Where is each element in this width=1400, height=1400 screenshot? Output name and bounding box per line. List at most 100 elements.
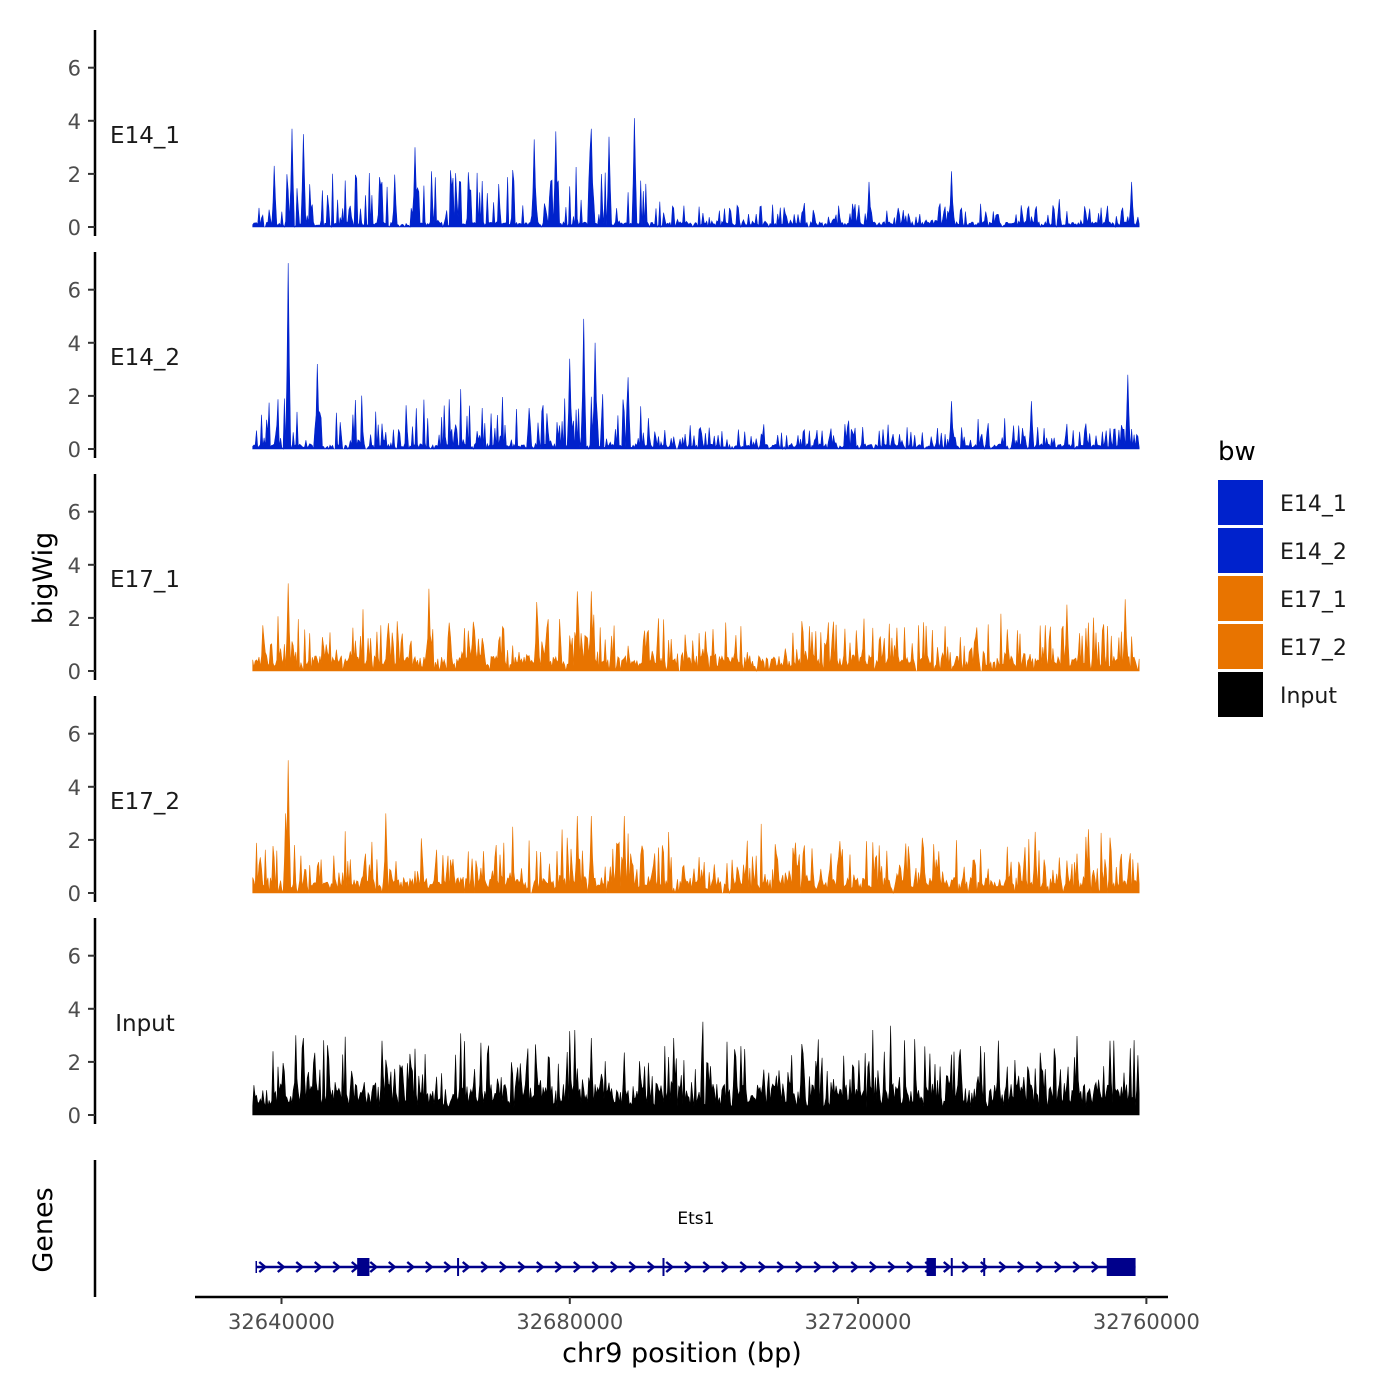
- y-axis-title: bigWig: [28, 532, 59, 625]
- legend-swatch-e14-1: [1218, 480, 1263, 525]
- strand-chevron: [591, 1261, 601, 1273]
- y-tick-label-e14-1-2: 2: [68, 163, 81, 187]
- strand-chevron: [739, 1261, 749, 1273]
- signal-area-e17-2: [252, 760, 1140, 895]
- exon-ets1-2: [926, 1258, 936, 1276]
- y-tick-label-e17-2-0: 0: [68, 882, 81, 906]
- strand-chevron: [757, 1261, 767, 1273]
- y-tick-label-e17-1-2: 2: [68, 607, 81, 631]
- strand-chevron: [517, 1261, 527, 1273]
- legend-title: bw: [1218, 437, 1256, 467]
- x-tick-label-32680000: 32680000: [516, 1310, 623, 1334]
- exon-ets1-1: [357, 1258, 370, 1276]
- y-tick-label-e14-2-0: 0: [68, 438, 81, 462]
- strand-chevron: [1072, 1261, 1082, 1273]
- y-tick-label-e17-2-6: 6: [68, 723, 81, 747]
- strand-chevron: [535, 1261, 545, 1273]
- strand-chevron: [572, 1261, 582, 1273]
- strand-chevron: [295, 1261, 305, 1273]
- strand-chevron: [961, 1261, 971, 1273]
- y-tick-label-input-6: 6: [68, 945, 81, 969]
- track-panel-e17-2: 0 2 4 6 E17_2: [68, 696, 1140, 906]
- strand-chevron: [424, 1261, 434, 1273]
- y-tick-label-e17-2-2: 2: [68, 829, 81, 853]
- legend: bw E14_1 E14_2 E17_1 E17_2 Input: [1218, 437, 1347, 717]
- legend-swatch-e17-1: [1218, 576, 1263, 621]
- y-tick-label-e14-1-4: 4: [68, 110, 81, 134]
- y-tick-label-e14-2-4: 4: [68, 332, 81, 356]
- y-tick-label-e17-1-0: 0: [68, 660, 81, 684]
- strand-chevron: [776, 1261, 786, 1273]
- legend-label-input: Input: [1280, 684, 1337, 709]
- strand-chevron: [1053, 1261, 1063, 1273]
- legend-label-e14-1: E14_1: [1280, 492, 1347, 517]
- signal-area-e17-1: [252, 583, 1140, 673]
- legend-label-e14-2: E14_2: [1280, 540, 1347, 565]
- strand-chevron: [887, 1261, 897, 1273]
- gene-track: Ets1: [93, 1160, 1136, 1297]
- strand-chevron: [313, 1261, 323, 1273]
- strand-chevron: [813, 1261, 823, 1273]
- y-tick-label-e17-1-4: 4: [68, 554, 81, 578]
- strand-chevron: [850, 1261, 860, 1273]
- signal-area-input: [252, 1021, 1140, 1116]
- track-label-e17-2: E17_2: [110, 789, 180, 815]
- strand-chevron: [646, 1261, 656, 1273]
- x-tick-label-32760000: 32760000: [1093, 1310, 1200, 1334]
- strand-chevron: [498, 1261, 508, 1273]
- signal-tracks: 0 2 4 6 E14_1 0 2 4 6 E14_2 0 2 4 6 E17_1 0 2 4 6 E17_2 0 2 4 6…: [68, 30, 1140, 1128]
- strand-chevron: [794, 1261, 804, 1273]
- y-tick-label-e17-1-6: 6: [68, 501, 81, 525]
- track-panel-input: 0 2 4 6 Input: [68, 918, 1140, 1128]
- strand-chevron: [406, 1261, 416, 1273]
- gene-track-title: Genes: [28, 1187, 59, 1272]
- gene-name-ets1: Ets1: [677, 1209, 714, 1229]
- signal-area-e14-1: [252, 118, 1140, 229]
- strand-chevron: [443, 1261, 453, 1273]
- y-tick-label-e14-1-6: 6: [68, 57, 81, 81]
- y-tick-label-e14-2-6: 6: [68, 279, 81, 303]
- strand-chevrons-ets1: [258, 1261, 1119, 1273]
- y-tick-label-e17-2-4: 4: [68, 776, 81, 800]
- strand-chevron: [665, 1261, 675, 1273]
- legend-swatch-e14-2: [1218, 528, 1263, 573]
- strand-chevron: [628, 1261, 638, 1273]
- strand-chevron: [258, 1261, 268, 1273]
- track-panel-e14-1: 0 2 4 6 E14_1: [68, 30, 1140, 240]
- track-panel-e14-2: 0 2 4 6 E14_2: [68, 252, 1140, 462]
- strand-chevron: [276, 1261, 286, 1273]
- strand-chevron: [683, 1261, 693, 1273]
- x-axis: 32640000 32680000 32720000 32760000: [195, 1295, 1200, 1334]
- legend-label-e17-2: E17_2: [1280, 636, 1347, 661]
- strand-chevron: [554, 1261, 564, 1273]
- strand-chevron: [702, 1261, 712, 1273]
- track-panel-e17-1: 0 2 4 6 E17_1: [68, 474, 1140, 684]
- strand-chevron: [609, 1261, 619, 1273]
- y-tick-label-input-0: 0: [68, 1104, 81, 1128]
- track-label-e14-1: E14_1: [110, 123, 180, 149]
- strand-chevron: [387, 1261, 397, 1273]
- track-label-e14-2: E14_2: [110, 345, 180, 371]
- strand-chevron: [905, 1261, 915, 1273]
- y-tick-label-e14-2-2: 2: [68, 385, 81, 409]
- exon-ets1-3: [1106, 1258, 1136, 1276]
- strand-chevron: [868, 1261, 878, 1273]
- strand-chevron: [1016, 1261, 1026, 1273]
- x-tick-label-32720000: 32720000: [805, 1310, 912, 1334]
- strand-chevron: [998, 1261, 1008, 1273]
- strand-chevron: [369, 1261, 379, 1273]
- strand-chevron: [461, 1261, 471, 1273]
- strand-chevron: [332, 1261, 342, 1273]
- x-axis-title: chr9 position (bp): [562, 1338, 802, 1369]
- legend-swatch-input: [1218, 672, 1263, 717]
- strand-chevron: [1035, 1261, 1045, 1273]
- strand-chevron: [831, 1261, 841, 1273]
- track-label-input: Input: [115, 1011, 175, 1037]
- legend-swatch-e17-2: [1218, 624, 1263, 669]
- signal-area-e14-2: [252, 263, 1140, 451]
- strand-chevron: [1090, 1261, 1100, 1273]
- strand-chevron: [720, 1261, 730, 1273]
- track-label-e17-1: E17_1: [110, 567, 180, 593]
- y-tick-label-input-4: 4: [68, 998, 81, 1022]
